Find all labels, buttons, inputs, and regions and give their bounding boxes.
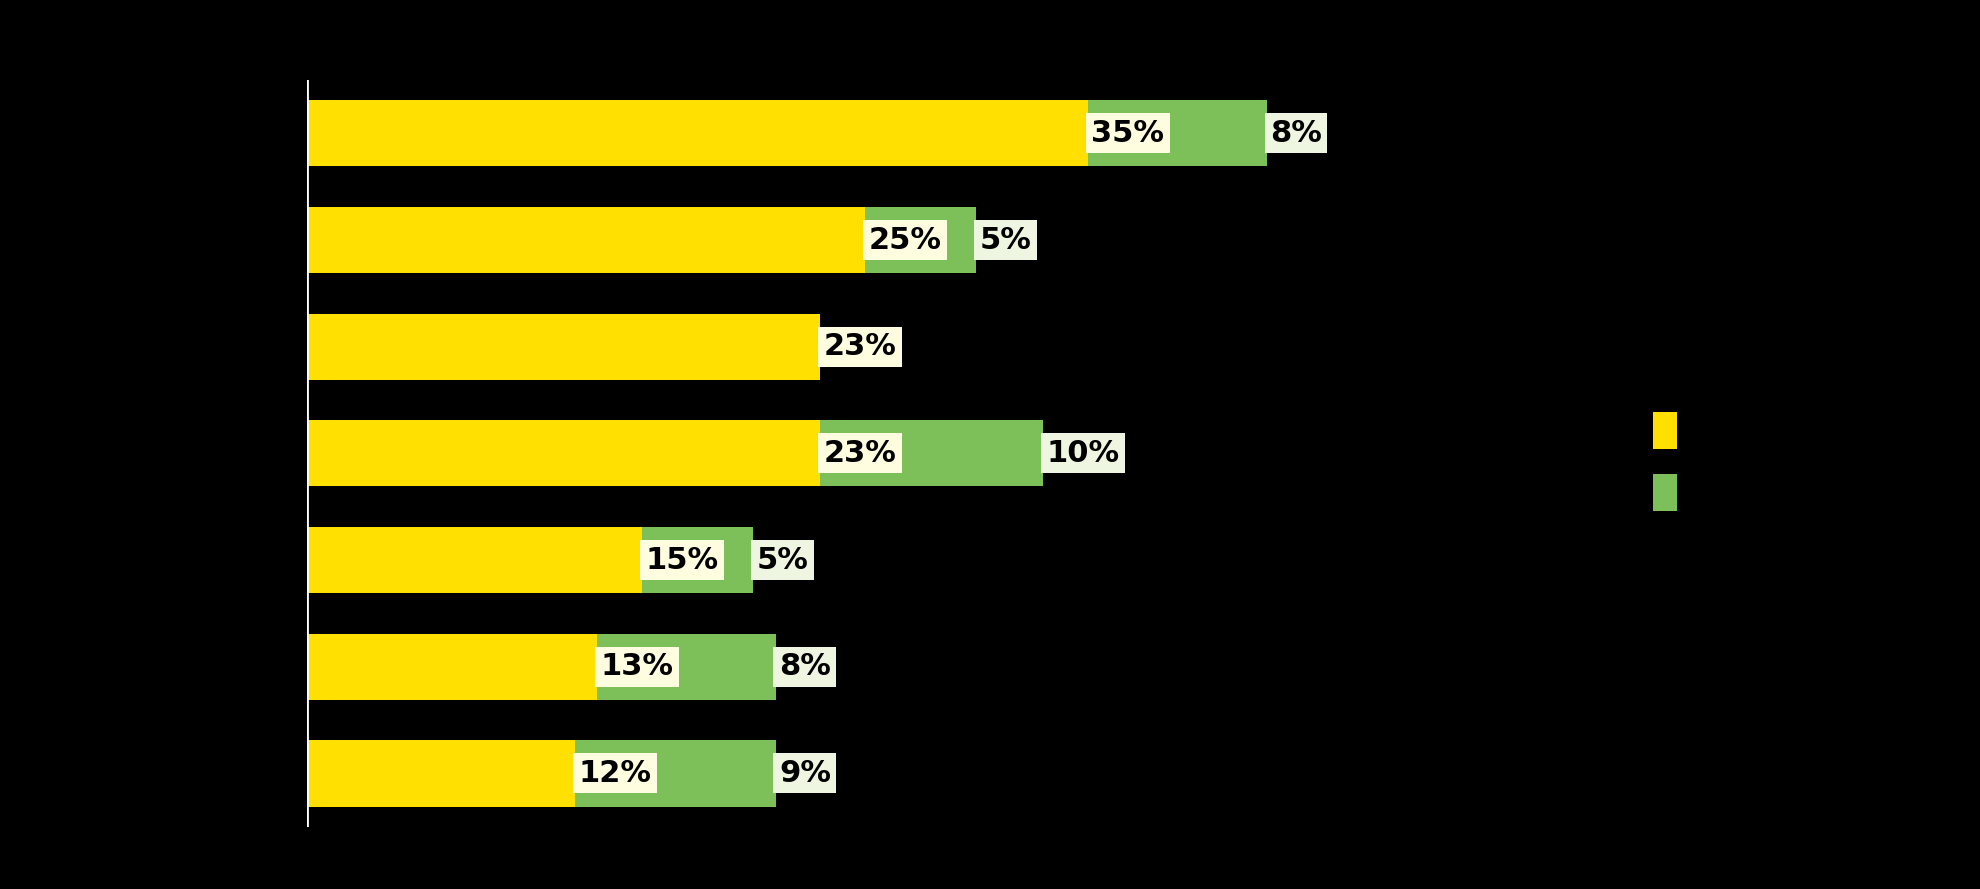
Bar xyxy=(307,100,1089,166)
Text: 10%: 10% xyxy=(1047,439,1121,468)
Bar xyxy=(307,741,574,806)
Bar xyxy=(574,741,776,806)
Bar xyxy=(642,527,752,593)
Text: 8%: 8% xyxy=(1269,119,1323,148)
Bar xyxy=(307,420,820,486)
Text: 5%: 5% xyxy=(980,226,1032,254)
Text: 23%: 23% xyxy=(824,439,897,468)
Text: 15%: 15% xyxy=(645,546,719,574)
Text: 25%: 25% xyxy=(869,226,940,254)
Bar xyxy=(307,527,642,593)
Text: 35%: 35% xyxy=(1091,119,1164,148)
Bar xyxy=(1089,100,1267,166)
Text: 13%: 13% xyxy=(600,653,673,681)
Bar xyxy=(307,634,598,700)
Text: 12%: 12% xyxy=(578,759,651,788)
Bar xyxy=(307,314,820,380)
Text: 8%: 8% xyxy=(778,653,832,681)
Bar xyxy=(820,420,1043,486)
Text: 23%: 23% xyxy=(824,332,897,361)
Text: 5%: 5% xyxy=(756,546,808,574)
Bar xyxy=(865,207,976,273)
Bar xyxy=(307,207,865,273)
Bar xyxy=(598,634,776,700)
Text: 9%: 9% xyxy=(778,759,832,788)
